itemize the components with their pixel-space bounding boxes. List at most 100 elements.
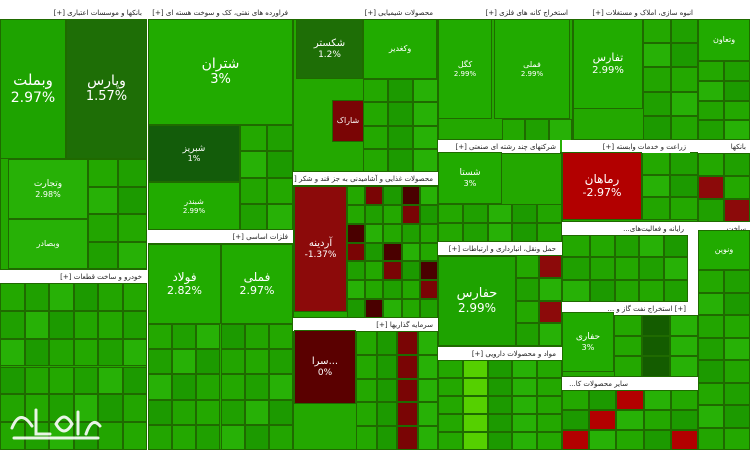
sector-header[interactable]: محصولات غذایی و آشامیدنی به جز قند و شکر… <box>293 172 437 185</box>
stock-tile[interactable] <box>266 125 293 152</box>
stock-tile[interactable] <box>122 338 147 367</box>
stock-tile[interactable] <box>73 283 98 311</box>
stock-tile[interactable] <box>537 223 562 242</box>
stock-tile[interactable] <box>220 349 245 375</box>
stock-tile-named[interactable]: وکغدیر <box>363 19 437 79</box>
stock-tile[interactable] <box>462 432 488 450</box>
stock-tile[interactable] <box>376 331 397 355</box>
stock-tile[interactable] <box>698 153 724 176</box>
stock-tile[interactable] <box>438 204 463 223</box>
stock-tile[interactable] <box>698 270 724 293</box>
stock-tile[interactable] <box>240 203 267 231</box>
stock-tile[interactable] <box>698 120 724 141</box>
stock-tile[interactable] <box>365 280 384 300</box>
stock-tile[interactable] <box>240 151 267 178</box>
sector-header[interactable]: [+] استخراج نفت گاز و ... <box>562 302 690 315</box>
stock-tile[interactable] <box>419 186 438 205</box>
stock-tile[interactable] <box>98 394 123 423</box>
stock-tile[interactable] <box>196 374 221 400</box>
stock-tile-named[interactable]: وپارس 1.57% <box>66 19 147 159</box>
stock-tile[interactable] <box>266 177 293 204</box>
stock-tile[interactable] <box>401 261 420 281</box>
stock-tile[interactable] <box>356 331 377 355</box>
sector-header[interactable]: محصولات شیمیایی [+] <box>293 6 437 19</box>
stock-tile[interactable] <box>73 338 98 367</box>
stock-tile-named[interactable]: فولاد 2.82% <box>148 244 221 324</box>
stock-tile[interactable] <box>562 235 590 258</box>
stock-tile[interactable] <box>670 91 698 116</box>
stock-tile[interactable] <box>376 378 397 403</box>
stock-tile[interactable] <box>117 186 147 214</box>
stock-tile[interactable] <box>663 257 688 280</box>
stock-tile[interactable] <box>413 148 438 173</box>
stock-tile[interactable] <box>670 152 698 175</box>
stock-tile[interactable] <box>413 79 438 103</box>
stock-tile[interactable] <box>438 378 463 396</box>
stock-tile[interactable] <box>148 374 173 400</box>
stock-tile[interactable] <box>643 91 671 116</box>
stock-tile[interactable] <box>589 390 617 410</box>
stock-tile[interactable] <box>512 360 538 378</box>
stock-tile[interactable] <box>383 186 402 205</box>
stock-tile[interactable] <box>383 242 402 262</box>
stock-tile[interactable] <box>0 422 25 450</box>
stock-tile[interactable] <box>244 349 269 375</box>
stock-tile[interactable] <box>401 186 420 205</box>
stock-tile[interactable] <box>401 280 420 300</box>
stock-tile[interactable] <box>413 125 438 149</box>
stock-tile[interactable] <box>537 396 562 414</box>
stock-tile[interactable] <box>401 223 420 243</box>
stock-tile[interactable] <box>0 394 25 423</box>
stock-tile[interactable] <box>122 394 147 423</box>
stock-tile[interactable] <box>642 315 670 336</box>
stock-tile[interactable] <box>24 283 49 311</box>
stock-tile-named[interactable]: شبندر 2.99% <box>148 182 240 230</box>
stock-tile[interactable] <box>401 204 420 224</box>
stock-tile[interactable] <box>24 310 49 339</box>
stock-tile[interactable] <box>24 338 49 367</box>
sector-header[interactable]: سرمایه گذاریها [+] <box>293 318 437 331</box>
stock-tile[interactable] <box>196 324 221 350</box>
stock-tile[interactable] <box>220 424 245 450</box>
stock-tile[interactable] <box>365 242 384 262</box>
stock-tile[interactable] <box>516 323 539 347</box>
stock-tile[interactable] <box>347 186 366 205</box>
stock-tile[interactable] <box>438 432 463 450</box>
stock-tile[interactable] <box>539 323 562 347</box>
stock-tile[interactable] <box>356 378 377 403</box>
stock-tile[interactable] <box>698 405 724 428</box>
stock-tile[interactable] <box>642 152 670 175</box>
stock-tile[interactable] <box>724 153 750 176</box>
stock-tile[interactable] <box>698 337 724 360</box>
stock-tile[interactable] <box>363 125 388 149</box>
stock-tile[interactable] <box>487 360 513 378</box>
stock-tile[interactable] <box>365 261 384 281</box>
stock-tile[interactable] <box>562 430 590 450</box>
stock-tile[interactable] <box>347 242 366 262</box>
stock-tile[interactable] <box>698 176 724 199</box>
sector-header[interactable]: بانکها و موسسات اعتباری [+] <box>0 6 146 19</box>
stock-tile-named[interactable]: شبریز 1% <box>148 125 240 182</box>
stock-tile[interactable] <box>643 67 671 92</box>
stock-tile[interactable] <box>98 422 123 450</box>
stock-tile[interactable] <box>512 432 538 450</box>
stock-tile[interactable] <box>148 399 173 425</box>
stock-tile[interactable] <box>670 174 698 198</box>
stock-tile[interactable] <box>363 148 388 173</box>
stock-tile[interactable] <box>614 257 639 280</box>
stock-tile[interactable] <box>539 300 562 324</box>
stock-tile[interactable] <box>512 378 538 396</box>
stock-tile[interactable] <box>516 300 539 324</box>
stock-tile[interactable] <box>487 432 513 450</box>
stock-tile[interactable] <box>512 396 538 414</box>
stock-tile[interactable] <box>462 378 488 396</box>
stock-tile[interactable] <box>724 382 750 405</box>
stock-tile[interactable] <box>88 186 118 214</box>
stock-tile[interactable] <box>590 279 615 302</box>
stock-tile[interactable] <box>401 242 420 262</box>
stock-tile[interactable] <box>365 186 384 205</box>
stock-tile[interactable] <box>268 424 293 450</box>
stock-tile[interactable] <box>397 402 418 427</box>
stock-tile[interactable] <box>365 299 384 318</box>
stock-tile[interactable] <box>462 360 488 378</box>
